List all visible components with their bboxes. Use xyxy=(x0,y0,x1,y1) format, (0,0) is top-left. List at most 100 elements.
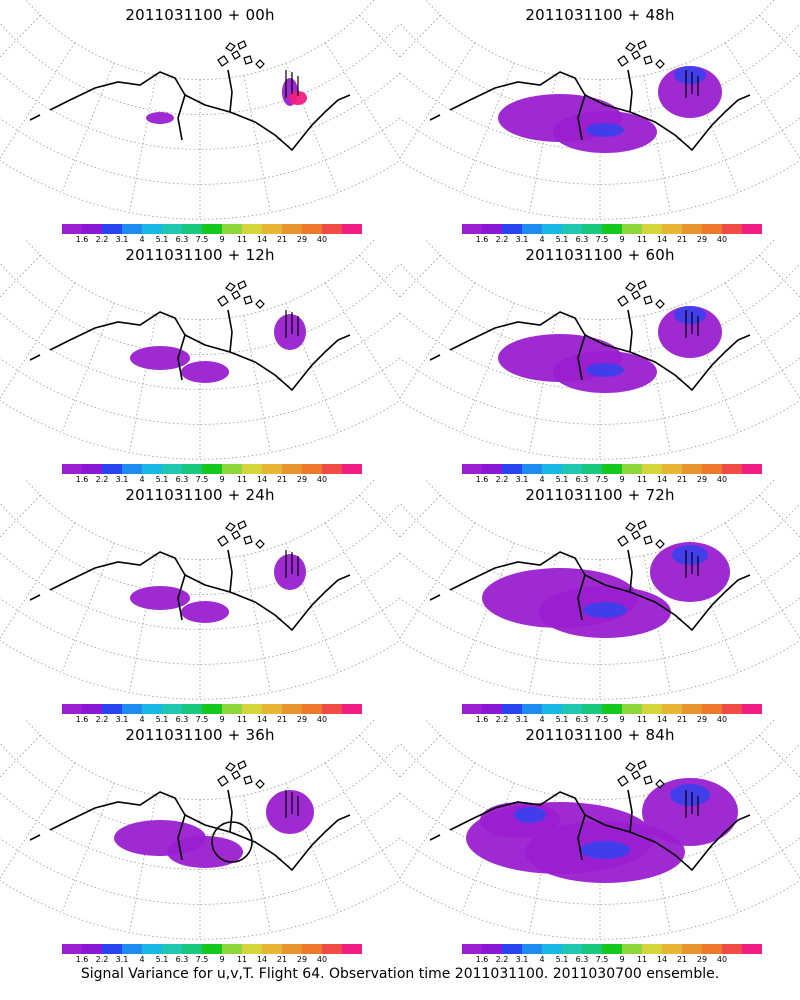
colorbar-swatch xyxy=(722,464,742,474)
arctic-islands xyxy=(617,280,699,338)
colorbar-tick-label: 29 xyxy=(696,235,708,244)
colorbar-swatch xyxy=(682,944,702,954)
colorbar-swatch xyxy=(102,464,122,474)
colorbar-labels: 1.6 2.2 3.1 4 5.1 6.3 7.5 9 11 14 21 29 40 xyxy=(462,475,762,485)
colorbar-swatch xyxy=(102,704,122,714)
figure-caption: Signal Variance for u,v,T. Flight 64. Ob… xyxy=(80,966,720,982)
colorbar-tick-label: 14 xyxy=(256,235,268,244)
colorbar-tick-label: 9 xyxy=(619,955,625,964)
colorbar-swatch xyxy=(102,224,122,234)
colorbar-swatch xyxy=(122,944,142,954)
colorbar-tick-label: 14 xyxy=(256,715,268,724)
colorbar-swatch xyxy=(262,944,282,954)
colorbar-tick-label: 14 xyxy=(656,955,668,964)
map-plot xyxy=(0,480,400,700)
colorbar-swatch xyxy=(602,704,622,714)
colorbar-swatch xyxy=(662,224,682,234)
colorbar-swatch xyxy=(302,224,322,234)
arctic-islands xyxy=(617,760,699,818)
colorbar-tick-label: 3.1 xyxy=(515,955,529,964)
colorbar-tick-label: 7.5 xyxy=(595,715,609,724)
colorbar-labels: 1.6 2.2 3.1 4 5.1 6.3 7.5 9 11 14 21 29 40 xyxy=(462,715,762,725)
colorbar-tick-label: 11 xyxy=(236,715,248,724)
variance-field xyxy=(146,78,307,124)
colorbar-swatch xyxy=(522,224,542,234)
colorbar-swatch xyxy=(342,704,362,714)
colorbar-swatch xyxy=(642,464,662,474)
colorbar-swatch xyxy=(662,464,682,474)
colorbar-swatch xyxy=(62,944,82,954)
colorbar-swatch xyxy=(282,704,302,714)
colorbar-tick-label: 5.1 xyxy=(555,475,569,484)
colorbar-swatch xyxy=(522,464,542,474)
map-plot xyxy=(400,480,800,700)
colorbar-tick-label: 6.3 xyxy=(175,955,189,964)
colorbar-tick-label: 3.1 xyxy=(115,715,129,724)
colorbar-tick-label: 29 xyxy=(696,715,708,724)
colorbar-swatch xyxy=(682,224,702,234)
colorbar-swatch xyxy=(622,224,642,234)
colorbar-swatch xyxy=(82,704,102,714)
colorbar-tick-label: 1.6 xyxy=(75,235,89,244)
colorbar-tick-label: 4 xyxy=(139,955,145,964)
flight-region-circle xyxy=(211,821,253,863)
colorbar-tick-label: 29 xyxy=(696,955,708,964)
colorbar-tick-label: 14 xyxy=(256,475,268,484)
colorbar-swatch xyxy=(642,224,662,234)
colorbar-tick-label: 1.6 xyxy=(475,955,489,964)
colorbar-tick-label: 4 xyxy=(539,715,545,724)
colorbar-tick-label: 1.6 xyxy=(75,715,89,724)
colorbar-swatch xyxy=(462,464,482,474)
colorbar-tick-label: 1.6 xyxy=(75,955,89,964)
colorbar-swatch xyxy=(162,464,182,474)
map-panel: 2011031100 + 60h 1.6 2.2 3.1 4 5.1 6.3 7.5 9 11 14… xyxy=(400,240,800,484)
colorbar-tick-label: 9 xyxy=(219,715,225,724)
map-plot xyxy=(400,240,800,460)
colorbar-tick-label: 11 xyxy=(636,955,648,964)
map-graticule xyxy=(0,480,400,700)
colorbar-tick-label: 11 xyxy=(236,955,248,964)
colorbar-swatch xyxy=(82,944,102,954)
colorbar-tick-label: 7.5 xyxy=(195,715,209,724)
coastline xyxy=(29,549,351,632)
variance-field xyxy=(482,542,730,638)
colorbar-swatch xyxy=(702,464,722,474)
colorbar-tick-label: 4 xyxy=(539,235,545,244)
colorbar-swatch xyxy=(142,224,162,234)
map-plot xyxy=(0,0,400,220)
colorbar-swatch xyxy=(702,704,722,714)
colorbar-tick-label: 21 xyxy=(276,955,288,964)
colorbar-swatch xyxy=(622,464,642,474)
colorbar xyxy=(62,224,362,234)
arctic-islands xyxy=(617,40,699,98)
colorbar-tick-label: 9 xyxy=(619,715,625,724)
colorbar-swatch xyxy=(722,704,742,714)
colorbar-swatch xyxy=(322,704,342,714)
colorbar-tick-label: 5.1 xyxy=(155,955,169,964)
colorbar-swatch xyxy=(742,464,762,474)
colorbar xyxy=(62,944,362,954)
colorbar-swatch xyxy=(482,464,502,474)
colorbar-tick-label: 2.2 xyxy=(95,235,109,244)
colorbar-tick-label: 9 xyxy=(619,235,625,244)
colorbar-swatch xyxy=(502,464,522,474)
colorbar-tick-label: 40 xyxy=(716,235,728,244)
colorbar-swatch xyxy=(202,704,222,714)
panel-title: 2011031100 + 00h xyxy=(125,6,275,24)
colorbar-swatch xyxy=(342,464,362,474)
colorbar-tick-label: 11 xyxy=(636,235,648,244)
colorbar-tick-label: 6.3 xyxy=(175,235,189,244)
colorbar-tick-label: 11 xyxy=(636,475,648,484)
colorbar-swatch xyxy=(602,464,622,474)
map-panel: 2011031100 + 48h 1.6 2.2 3.1 4 5.1 6.3 7.5 9 11 14… xyxy=(400,0,800,244)
colorbar-swatch xyxy=(102,944,122,954)
colorbar-tick-label: 21 xyxy=(676,475,688,484)
colorbar-tick-label: 2.2 xyxy=(95,475,109,484)
colorbar-tick-label: 4 xyxy=(139,475,145,484)
colorbar-tick-label: 21 xyxy=(276,475,288,484)
colorbar-swatch xyxy=(242,224,262,234)
arctic-islands xyxy=(217,280,299,338)
colorbar-swatch xyxy=(142,944,162,954)
colorbar-tick-label: 11 xyxy=(236,475,248,484)
map-panel: 2011031100 + 36h 1.6 2.2 3.1 4 5.1 6.3 7.5 9 11 14… xyxy=(0,720,400,964)
